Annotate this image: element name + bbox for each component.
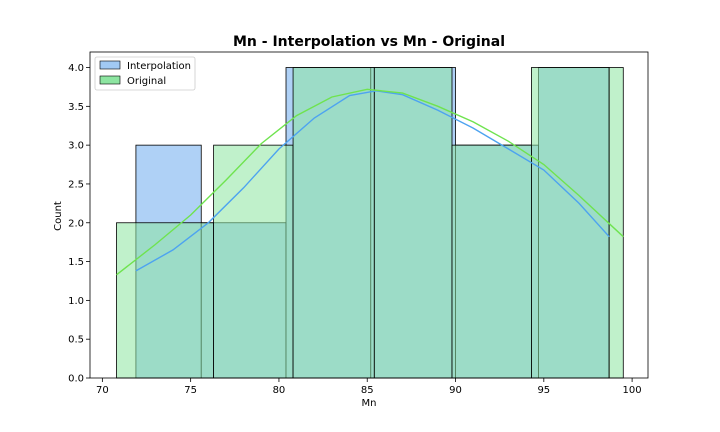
y-axis-ticks: 0.0 0.5 1.0 1.5 2.0 2.5 3.0 3.5 4.0 (68, 63, 90, 385)
x-tick-label: 85 (361, 385, 374, 396)
y-tick-label: 1.5 (68, 257, 84, 268)
y-axis-label: Count (53, 201, 64, 231)
legend-label-original: Original (127, 76, 166, 87)
bar-original-3 (292, 67, 375, 379)
bar-original-5 (451, 144, 532, 379)
kde-layer (116, 88, 624, 276)
y-tick-label: 3.0 (68, 141, 84, 152)
y-tick-label: 4.0 (68, 63, 84, 74)
x-axis-ticks: 70 75 80 85 90 95 100 (96, 378, 642, 396)
y-tick-label: 2.5 (68, 179, 84, 190)
legend-swatch-interpolation (99, 60, 121, 70)
chart-title: Mn - Interpolation vs Mn - Original (233, 34, 505, 50)
y-tick-label: 0.0 (68, 374, 84, 385)
legend-label-interpolation: Interpolation (127, 61, 191, 72)
x-tick-label: 100 (623, 385, 642, 396)
bar-original-7 (608, 67, 624, 379)
x-tick-label: 80 (273, 385, 286, 396)
bar-original-2 (213, 144, 294, 379)
x-tick-label: 70 (96, 385, 109, 396)
x-tick-label: 90 (449, 385, 462, 396)
y-tick-label: 3.5 (68, 102, 84, 113)
y-tick-label: 2.0 (68, 218, 84, 229)
plot-frame (89, 51, 649, 379)
bars-layer (116, 67, 624, 379)
x-tick-label: 95 (537, 385, 550, 396)
y-tick-label: 1.0 (68, 296, 84, 307)
legend-swatch-original (99, 75, 121, 85)
bar-original-4 (373, 67, 453, 379)
legend: Interpolation Original (94, 56, 196, 91)
bar-original-1 (116, 222, 215, 379)
x-axis-label: Mn (362, 398, 377, 409)
x-tick-label: 75 (184, 385, 197, 396)
kde-line-original (116, 88, 624, 276)
y-tick-label: 0.5 (68, 335, 84, 346)
